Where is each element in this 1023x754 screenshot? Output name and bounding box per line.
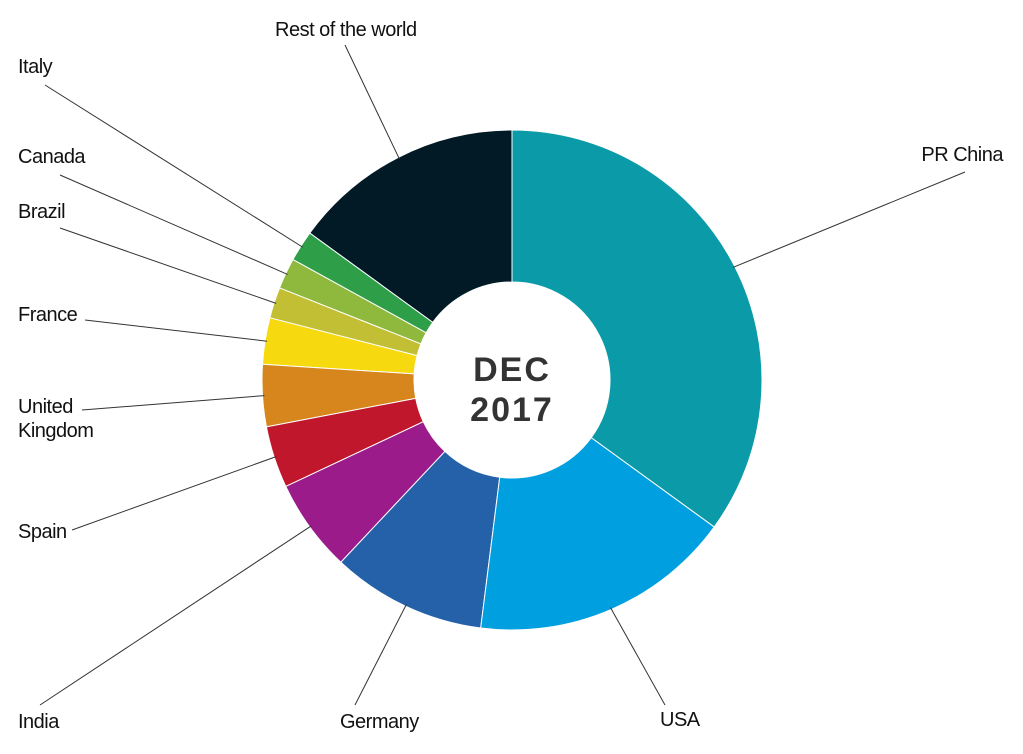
- donut-slice: [278, 258, 427, 345]
- slice-label: Brazil: [18, 201, 66, 223]
- center-text: 2017: [470, 391, 554, 429]
- slice-label: Spain: [18, 521, 67, 543]
- donut-slice: [480, 436, 715, 631]
- leader-line: [354, 604, 407, 706]
- slice-label: PR China: [921, 144, 1003, 166]
- leader-line: [84, 319, 268, 342]
- leader-line: [81, 395, 265, 411]
- slice-label: Rest of the world: [275, 19, 417, 41]
- leader-line: [59, 227, 277, 304]
- leader-line: [610, 607, 666, 706]
- slice-label: Italy: [18, 56, 53, 78]
- slice-label: USA: [660, 709, 700, 731]
- donut-slice: [269, 287, 422, 357]
- slice-label: France: [18, 304, 78, 326]
- leader-line: [59, 174, 288, 275]
- donut-slice: [285, 421, 446, 563]
- slice-label: Canada: [18, 146, 86, 168]
- center-text: DEC: [473, 351, 551, 389]
- leader-line: [344, 44, 400, 160]
- donut-slice: [261, 317, 418, 375]
- donut-slice: [511, 129, 763, 528]
- donut-slice: [340, 450, 501, 629]
- slice-label: United Kingdom: [18, 396, 94, 442]
- donut-slice: [261, 363, 417, 428]
- donut-slice: [292, 232, 434, 334]
- leader-line: [39, 525, 312, 706]
- leader-line: [732, 171, 966, 268]
- leader-line: [71, 456, 277, 531]
- slice-label: India: [18, 711, 59, 733]
- donut-slice: [265, 397, 424, 488]
- slice-label: Germany: [340, 711, 419, 733]
- leader-line: [44, 84, 303, 248]
- donut-slice: [309, 129, 513, 324]
